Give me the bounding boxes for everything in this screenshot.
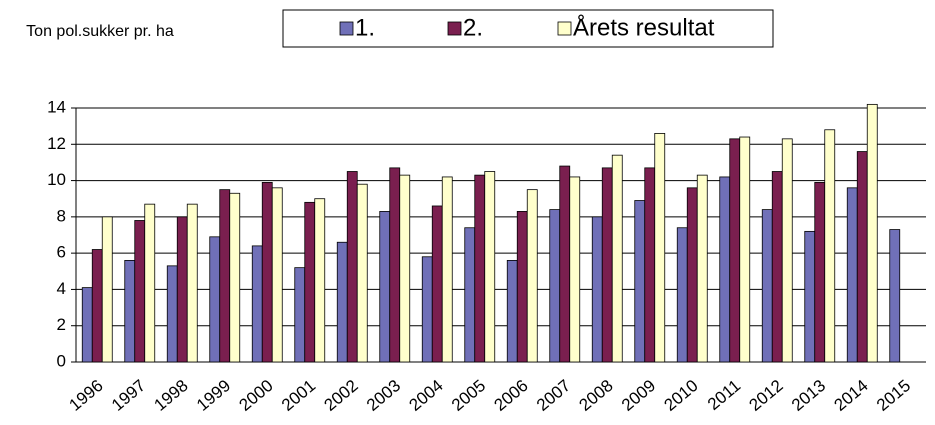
bar — [464, 227, 476, 363]
bar — [389, 167, 401, 363]
bar — [134, 220, 146, 363]
bar — [81, 287, 93, 363]
bar — [516, 211, 528, 363]
legend-swatch — [557, 21, 572, 36]
bar — [729, 138, 741, 363]
x-tick-label: 2002 — [321, 376, 362, 415]
bar — [431, 205, 443, 363]
bar — [686, 187, 698, 363]
x-tick-label: 2008 — [576, 376, 617, 415]
bar — [304, 201, 316, 363]
y-tick-label: 14 — [47, 97, 66, 116]
x-tick-label: 2015 — [873, 376, 914, 415]
bar — [644, 167, 656, 363]
bar — [399, 174, 411, 363]
x-tick-label: 1998 — [151, 376, 192, 415]
x-tick-label: 2005 — [448, 376, 489, 415]
bar — [526, 189, 538, 363]
x-tick-label: 2010 — [661, 376, 702, 415]
bar — [91, 249, 103, 363]
bar — [294, 267, 306, 363]
bar — [856, 151, 868, 363]
x-tick-label: 2004 — [406, 376, 447, 415]
y-tick-label: 10 — [47, 170, 66, 189]
bar — [101, 216, 113, 363]
x-tick-label: 2009 — [618, 376, 659, 415]
bar — [559, 165, 571, 363]
x-tick-label: 2014 — [831, 376, 872, 415]
bar — [474, 174, 486, 363]
bar — [314, 198, 326, 363]
legend-box — [282, 9, 774, 48]
bar — [166, 265, 178, 363]
x-tick-label: 2001 — [278, 376, 319, 415]
bar — [761, 209, 773, 363]
bar — [346, 171, 358, 363]
bar — [421, 256, 433, 363]
x-tick-label: 1996 — [66, 376, 107, 415]
y-axis-label: Ton pol.sukker pr. ha — [26, 23, 174, 40]
legend-label: 1. — [355, 14, 375, 41]
bar — [441, 176, 453, 363]
bar — [356, 183, 368, 363]
bar — [846, 187, 858, 363]
bar — [601, 167, 613, 363]
bar — [484, 171, 496, 363]
bar — [336, 241, 348, 363]
bar — [866, 103, 878, 363]
bar — [379, 211, 391, 363]
bar — [814, 181, 826, 363]
y-tick-label: 2 — [57, 315, 66, 334]
y-tick-label: 8 — [57, 206, 66, 225]
bar — [591, 216, 603, 363]
bar — [889, 229, 901, 363]
bar — [739, 136, 751, 363]
bar — [781, 138, 793, 363]
bar — [271, 187, 283, 363]
bar — [634, 200, 646, 363]
y-tick-label: 0 — [57, 351, 66, 370]
bar — [676, 227, 688, 363]
x-tick-label: 2013 — [788, 376, 829, 415]
bar — [719, 176, 731, 363]
bar — [186, 203, 198, 363]
x-tick-label: 1997 — [108, 376, 149, 415]
bar — [506, 259, 518, 363]
bar — [804, 230, 816, 363]
legend-label: 2. — [463, 14, 483, 41]
x-tick-label: 1999 — [193, 376, 234, 415]
bar — [219, 189, 231, 363]
x-tick-label: 2007 — [533, 376, 574, 415]
y-tick-label: 4 — [57, 279, 66, 298]
bar — [569, 176, 581, 363]
x-tick-label: 2011 — [704, 376, 744, 414]
bar — [611, 154, 623, 363]
bar — [654, 132, 666, 363]
bar — [144, 203, 156, 363]
bar — [124, 259, 136, 363]
bar — [771, 171, 783, 363]
y-tick-label: 12 — [47, 134, 66, 153]
legend-swatch — [339, 21, 354, 36]
bar — [176, 216, 188, 363]
bar — [696, 174, 708, 363]
bar — [251, 245, 263, 363]
x-tick-label: 2000 — [236, 376, 277, 415]
legend-swatch — [447, 21, 462, 36]
x-tick-label: 2006 — [491, 376, 532, 415]
bar — [209, 236, 221, 363]
bar — [229, 192, 241, 363]
bar — [824, 129, 836, 363]
bar — [549, 209, 561, 363]
bar — [261, 181, 273, 363]
y-tick-label: 6 — [57, 243, 66, 262]
x-tick-label: 2003 — [363, 376, 404, 415]
legend-label: Årets resultat — [573, 13, 715, 41]
x-tick-label: 2012 — [746, 376, 787, 415]
